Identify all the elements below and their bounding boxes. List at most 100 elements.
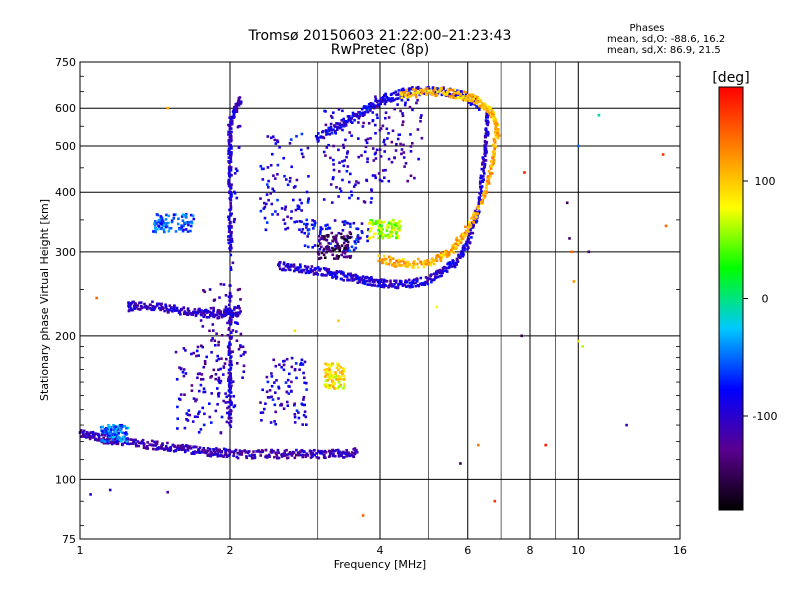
- cluster-point: [348, 236, 351, 240]
- trace-point: [229, 284, 232, 287]
- cluster-point: [181, 219, 185, 222]
- trace-point: [417, 85, 420, 89]
- cluster-point: [164, 218, 168, 221]
- trace-point: [272, 449, 275, 453]
- trace-point: [228, 227, 231, 230]
- trace-point: [413, 260, 416, 263]
- trace-point: [351, 278, 355, 282]
- trace-point: [134, 302, 137, 305]
- trace-point: [479, 194, 483, 197]
- cluster-point: [330, 380, 334, 383]
- trace-point: [315, 456, 319, 459]
- trace-point: [483, 106, 486, 110]
- trace-point: [489, 106, 492, 110]
- trace-point: [136, 440, 139, 443]
- trace-point: [320, 449, 323, 453]
- trace-point: [384, 284, 387, 287]
- trace-point: [123, 441, 127, 444]
- trace-point: [373, 284, 376, 287]
- trace-point: [308, 449, 312, 453]
- trace-point: [486, 134, 490, 137]
- trace-point: [202, 447, 205, 450]
- trace-point: [358, 280, 361, 284]
- cluster-point: [208, 402, 211, 405]
- cluster-point: [167, 229, 171, 233]
- trace-point: [476, 97, 479, 100]
- trace-point: [476, 96, 479, 99]
- cluster-point: [210, 351, 213, 354]
- cluster-point: [241, 345, 245, 349]
- cluster-point: [416, 128, 420, 131]
- trace-point: [411, 86, 414, 89]
- cluster-point: [324, 362, 327, 366]
- cluster-point: [192, 351, 195, 355]
- trace-point: [128, 308, 131, 312]
- trace-point: [183, 312, 186, 316]
- trace-point: [401, 284, 405, 287]
- cluster-point: [371, 223, 375, 227]
- trace-point: [289, 268, 292, 272]
- cluster-point: [214, 409, 218, 413]
- trace-point: [365, 105, 368, 108]
- cluster-point: [185, 418, 188, 421]
- trace-point: [344, 274, 347, 278]
- trace-point: [220, 450, 224, 454]
- cluster-point: [203, 290, 207, 294]
- trace-point: [229, 240, 232, 244]
- trace-point: [377, 254, 381, 257]
- trace-point: [177, 447, 180, 450]
- trace-point: [209, 311, 213, 315]
- trace-point: [402, 258, 405, 261]
- trace-point: [434, 94, 437, 97]
- cluster-point: [153, 222, 156, 225]
- trace-point: [229, 191, 233, 194]
- trace-point: [306, 454, 310, 457]
- trace-point: [403, 91, 407, 94]
- cluster-point: [263, 205, 267, 209]
- trace-point: [134, 442, 137, 445]
- cluster-point: [293, 421, 297, 424]
- cluster-point: [270, 395, 273, 399]
- trace-point: [182, 306, 186, 309]
- cluster-point: [162, 223, 166, 227]
- trace-point: [435, 257, 438, 260]
- cluster-point: [364, 138, 368, 142]
- cluster-point: [342, 374, 346, 378]
- trace-point: [155, 304, 159, 307]
- cluster-point: [379, 102, 382, 106]
- grid: [80, 62, 680, 539]
- cluster-point: [338, 161, 341, 164]
- trace-point: [146, 445, 149, 448]
- cluster-point: [286, 378, 290, 382]
- cluster-point: [298, 198, 302, 202]
- trace-point: [426, 279, 429, 282]
- cluster-point: [335, 122, 338, 125]
- cluster-point: [327, 245, 330, 249]
- cluster-point: [384, 92, 387, 96]
- cluster-point: [286, 400, 289, 404]
- cluster-point: [373, 152, 377, 156]
- trace-point: [223, 312, 226, 316]
- trace-point: [149, 303, 152, 307]
- cluster-point: [190, 221, 194, 225]
- trace-point: [459, 252, 463, 255]
- cluster-point: [396, 227, 400, 231]
- trace-point: [229, 381, 233, 384]
- trace-point: [229, 389, 232, 392]
- trace-point: [299, 266, 302, 269]
- cluster-point: [165, 213, 168, 217]
- trace-point: [442, 253, 445, 256]
- cluster-point: [209, 306, 213, 310]
- cluster-point: [266, 135, 270, 138]
- trace-point: [205, 311, 209, 314]
- trace-point: [336, 448, 340, 452]
- trace-point: [197, 310, 201, 313]
- cluster-point: [337, 245, 341, 248]
- cluster-point: [108, 432, 111, 435]
- trace-point: [446, 252, 449, 256]
- trace-point: [102, 436, 105, 440]
- trace-point: [303, 265, 307, 268]
- cluster-point: [331, 239, 334, 243]
- cluster-point: [301, 363, 305, 366]
- cluster-point: [335, 257, 338, 260]
